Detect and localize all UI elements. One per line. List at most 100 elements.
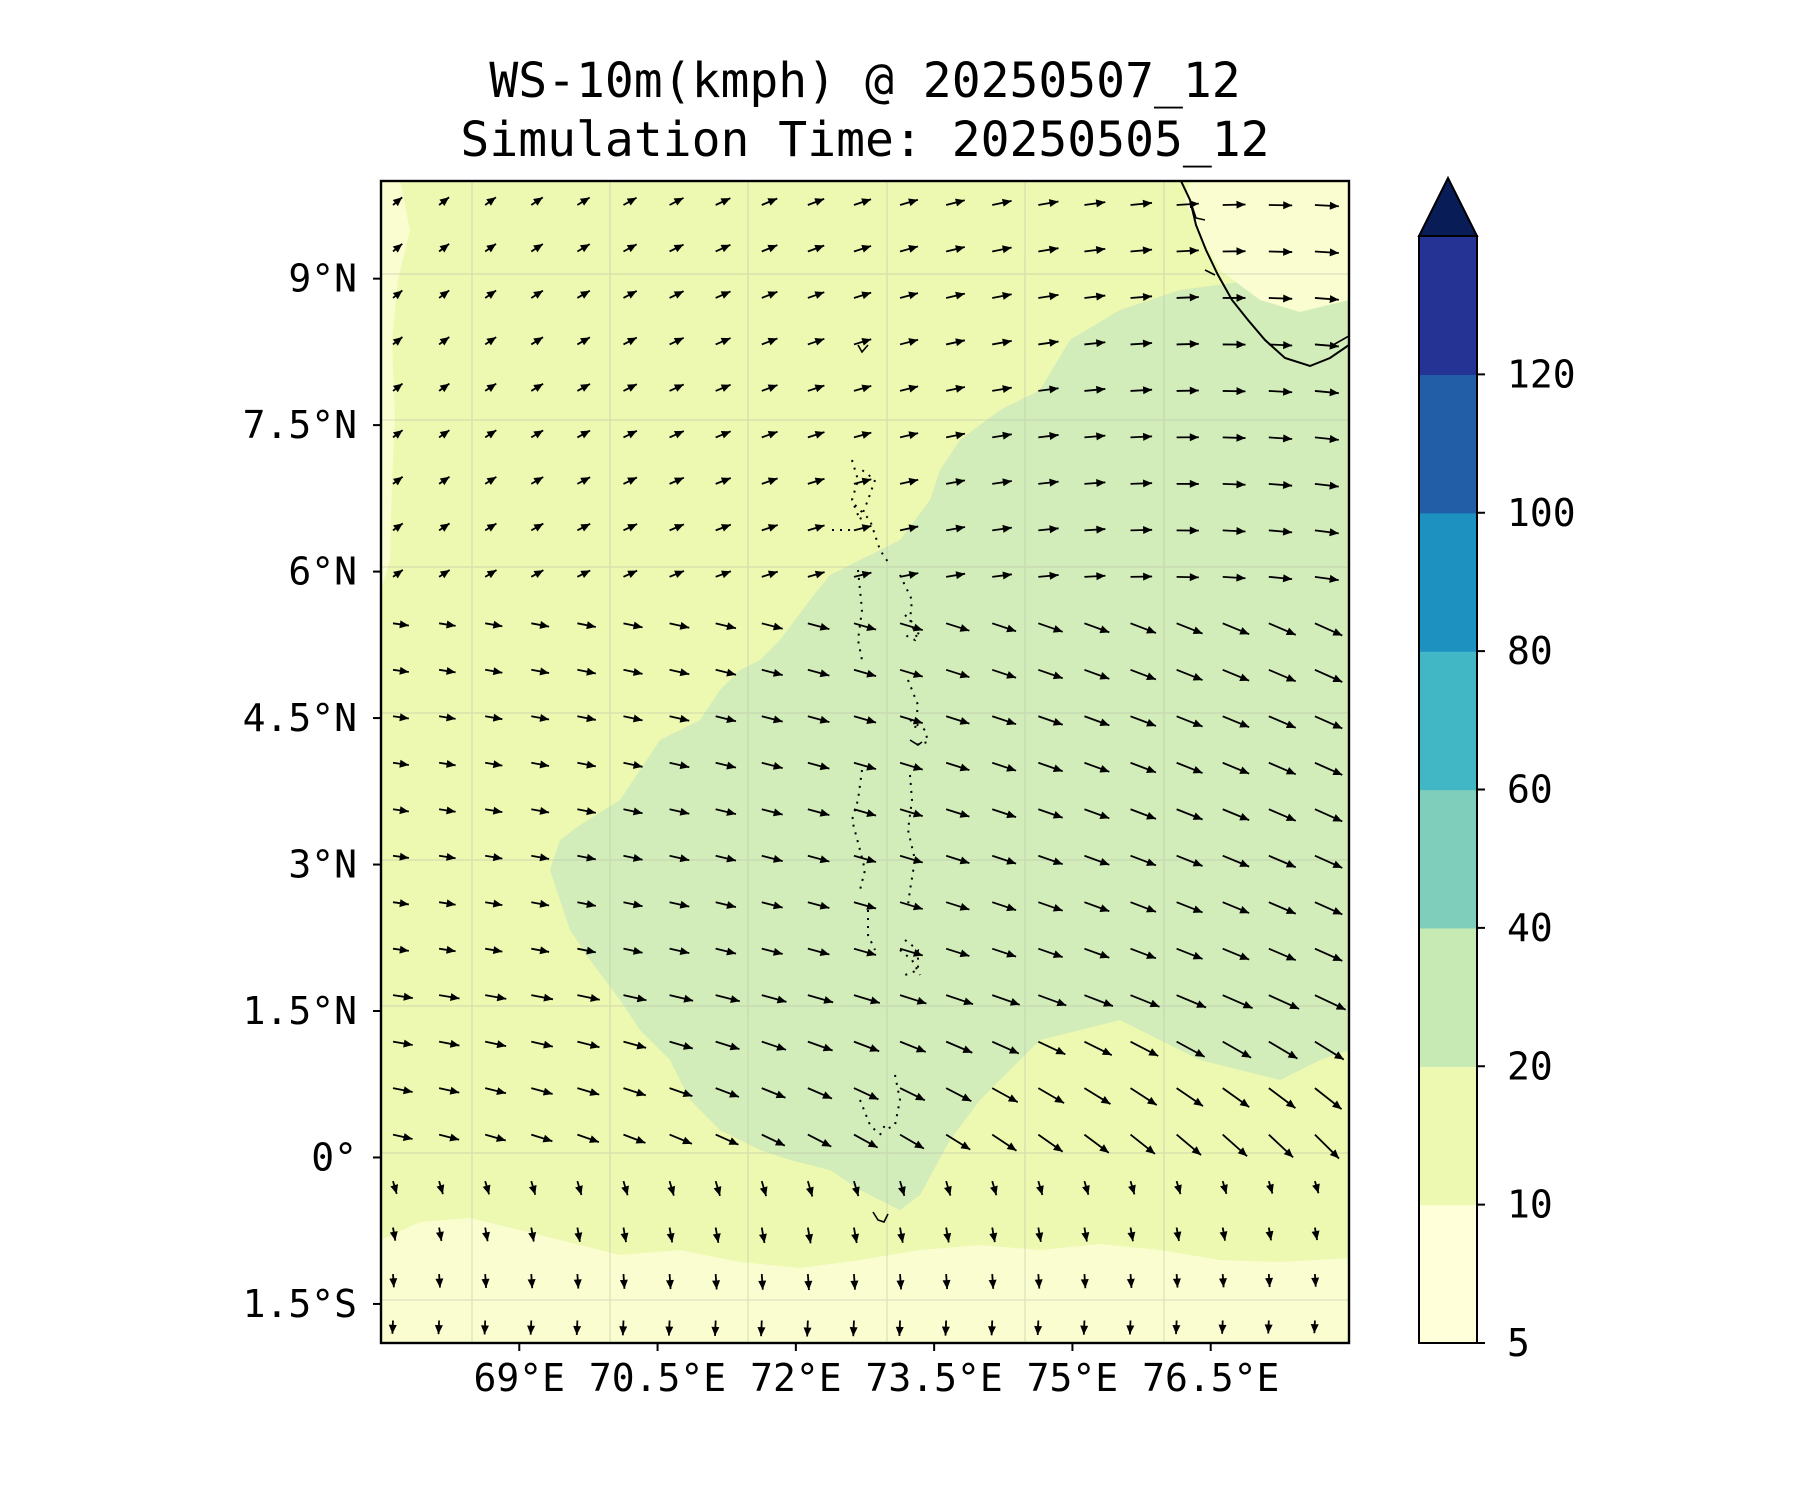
wind-arrow-head (1099, 718, 1110, 727)
wind-arrow-head (402, 1133, 413, 1141)
wind-arrow-head (866, 948, 877, 957)
wind-arrow-head (767, 477, 778, 486)
wind-arrow-head (955, 571, 966, 580)
wind-arrow-head (912, 902, 923, 911)
wind-arrow-head (1080, 1278, 1089, 1289)
wind-arrow-head (434, 1324, 443, 1335)
coastline-india (1180, 181, 1349, 368)
wind-arrow-head (579, 244, 590, 253)
wind-arrow-head (1002, 291, 1012, 300)
wind-arrow-head (720, 524, 731, 532)
wind-arrow-head (1192, 812, 1203, 820)
wind-arrow-head (861, 198, 872, 206)
wind-arrow-head (528, 1231, 537, 1242)
wind-arrow-head (446, 899, 456, 908)
wind-arrow-head (1052, 671, 1063, 680)
wind-arrow-head (959, 856, 970, 865)
wind-arrow-head (908, 477, 919, 486)
wind-arrow-head (822, 1043, 833, 1052)
wind-arrow-head (586, 760, 596, 769)
wind-arrow-head (1285, 906, 1296, 914)
wind-arrow-head (711, 1326, 720, 1336)
wind-arrow-head (589, 1041, 600, 1049)
wind-arrow-head (720, 430, 731, 439)
wind-arrow-head (1332, 860, 1343, 868)
colorbar-segment (1419, 1066, 1477, 1206)
wind-arrow-head (632, 807, 643, 816)
wind-arrow-head (1265, 1277, 1274, 1288)
wind-arrow-head (767, 430, 778, 439)
wind-arrow-head (915, 1092, 925, 1101)
wind-arrow-head (403, 1039, 413, 1048)
wind-arrow-head (446, 620, 456, 629)
wind-arrow-head (632, 714, 643, 723)
wind-arrow-head (1036, 1185, 1044, 1196)
wind-arrow-head (1034, 1279, 1043, 1289)
wind-arrow-head (632, 621, 643, 630)
wind-arrow-head (392, 290, 403, 300)
wind-arrow-head (496, 1040, 507, 1049)
wind-arrow-head (1236, 200, 1246, 209)
wind-arrow-head (439, 476, 450, 486)
wind-arrow-head (866, 809, 877, 817)
wind-arrow-head (1174, 1184, 1182, 1195)
wind-arrow-head (533, 337, 544, 346)
colorbar-tick-label: 10 (1507, 1183, 1553, 1227)
wind-arrow-head (632, 853, 643, 862)
x-tick-label: 73.5°E (866, 1356, 1003, 1400)
wind-arrow-head (492, 899, 503, 908)
y-axis: 9°N 7.5°N 6°N 4.5°N 3°N 1.5°N 0° 1.5°S (243, 257, 381, 1326)
wind-arrow-head (1128, 1184, 1136, 1195)
wind-arrow-head (726, 901, 736, 909)
wind-arrow-head (959, 763, 970, 772)
wind-arrow-head (586, 621, 596, 630)
wind-arrow-head (1242, 1000, 1253, 1009)
wind-arrow-head (1002, 571, 1012, 580)
wind-arrow-head (580, 523, 591, 532)
wind-arrow-head (1103, 999, 1113, 1007)
wind-arrow-head (399, 759, 409, 768)
wind-arrow-head (542, 1134, 553, 1143)
wind-arrow-head (776, 1043, 787, 1051)
wind-arrow-head (1239, 720, 1250, 728)
wind-arrow-head (1192, 951, 1203, 960)
wind-arrow-head (1099, 811, 1110, 819)
wind-arrow-head (1189, 526, 1199, 535)
wind-arrow-head (543, 1040, 553, 1049)
wind-arrow-head (1283, 201, 1293, 210)
wind-arrow-head (1049, 478, 1059, 487)
colorbar: 5 10 20 40 60 80 100 120 (1417, 175, 1576, 1365)
wind-arrow-head (767, 570, 778, 579)
wind-arrow-head (673, 244, 684, 253)
wind-arrow-head (1099, 672, 1110, 680)
wind-arrow-head (580, 477, 591, 485)
wind-arrow-head (1219, 1231, 1228, 1241)
wind-arrow-head (819, 901, 830, 910)
wind-arrow-head (1142, 432, 1153, 441)
wind-arrow-head (1236, 247, 1246, 256)
wind-arrow-head (1236, 293, 1246, 302)
wind-arrow-head (1329, 201, 1339, 210)
wind-arrow-head (870, 996, 880, 1005)
wind-arrow-head (772, 808, 783, 817)
wind-arrow-head (439, 383, 450, 393)
wind-arrow-head (1006, 857, 1017, 865)
wind-arrow-head (1189, 386, 1199, 395)
colorbar-tick-label: 80 (1507, 629, 1553, 673)
wind-arrow-head (486, 337, 497, 346)
wind-arrow-head (1329, 341, 1339, 350)
wind-arrow-head (1143, 572, 1153, 581)
wind-arrow-head (814, 198, 825, 206)
wind-arrow-head (586, 667, 596, 676)
wind-arrow-head (1146, 719, 1156, 727)
wind-arrow-head (666, 1232, 675, 1243)
wind-arrow-head (679, 714, 690, 723)
wind-arrow-head (1189, 340, 1199, 349)
wind-arrow-head (589, 1135, 599, 1143)
wind-arrow-head (632, 668, 643, 676)
wind-arrow-head (1282, 481, 1293, 489)
wind-arrow-head (1146, 765, 1156, 773)
wind-arrow-head (392, 337, 403, 346)
colorbar-segment (1419, 1204, 1477, 1344)
wind-arrow-head (399, 899, 409, 908)
